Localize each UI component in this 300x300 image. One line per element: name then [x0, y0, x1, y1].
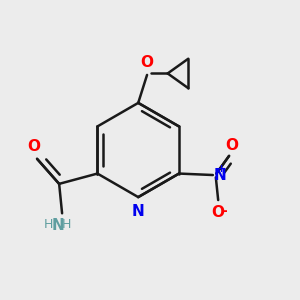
Text: H: H [62, 218, 71, 231]
Text: +: + [217, 164, 226, 173]
Text: N: N [214, 167, 226, 182]
Text: H: H [43, 218, 52, 231]
Text: N: N [51, 218, 64, 233]
Text: O: O [141, 55, 154, 70]
Text: O: O [212, 206, 225, 220]
Text: O: O [226, 138, 238, 153]
Text: O: O [27, 139, 40, 154]
Text: N: N [132, 205, 145, 220]
Text: -: - [221, 204, 227, 218]
